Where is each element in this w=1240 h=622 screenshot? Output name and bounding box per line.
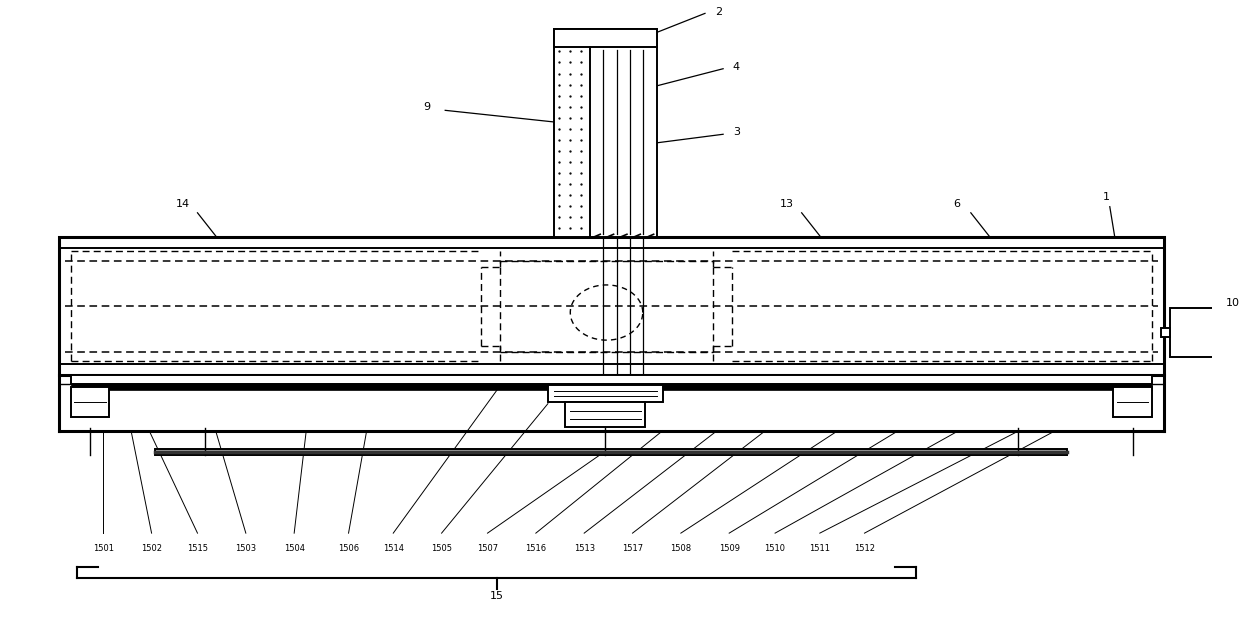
Bar	[565, 402, 646, 427]
Text: 1514: 1514	[383, 544, 404, 553]
Bar	[155, 449, 1068, 455]
Text: 1507: 1507	[477, 544, 498, 553]
Bar	[58, 238, 1164, 376]
Bar	[1171, 308, 1219, 357]
Text: 1504: 1504	[284, 544, 305, 553]
Text: 1505: 1505	[432, 544, 453, 553]
Text: 4: 4	[733, 62, 740, 72]
Bar	[71, 384, 1152, 390]
Bar	[71, 387, 109, 417]
Text: 1501: 1501	[93, 544, 114, 553]
Bar	[71, 376, 1152, 384]
Text: 1508: 1508	[671, 544, 692, 553]
Text: 1515: 1515	[187, 544, 208, 553]
Text: 1513: 1513	[574, 544, 595, 553]
Text: 1517: 1517	[622, 544, 644, 553]
Text: 1512: 1512	[854, 544, 875, 553]
Text: 1511: 1511	[810, 544, 831, 553]
Text: 1510: 1510	[765, 544, 786, 553]
Text: 2: 2	[714, 6, 722, 17]
Text: 14: 14	[176, 198, 190, 208]
Bar	[554, 29, 657, 47]
Text: 15: 15	[490, 592, 503, 601]
Bar	[1161, 328, 1171, 337]
Text: 6: 6	[952, 198, 960, 208]
Text: 1516: 1516	[526, 544, 547, 553]
Text: 9: 9	[424, 102, 430, 112]
Text: 10: 10	[1226, 298, 1240, 308]
Bar	[155, 449, 1068, 455]
Bar	[548, 385, 662, 402]
Text: 1509: 1509	[719, 544, 740, 553]
Text: 1502: 1502	[141, 544, 162, 553]
Text: 1506: 1506	[339, 544, 360, 553]
Text: 3: 3	[733, 128, 740, 137]
Text: 13: 13	[780, 198, 794, 208]
Text: 1: 1	[1102, 192, 1110, 203]
Bar	[1114, 387, 1152, 417]
Bar	[554, 29, 657, 238]
Text: 1503: 1503	[236, 544, 257, 553]
